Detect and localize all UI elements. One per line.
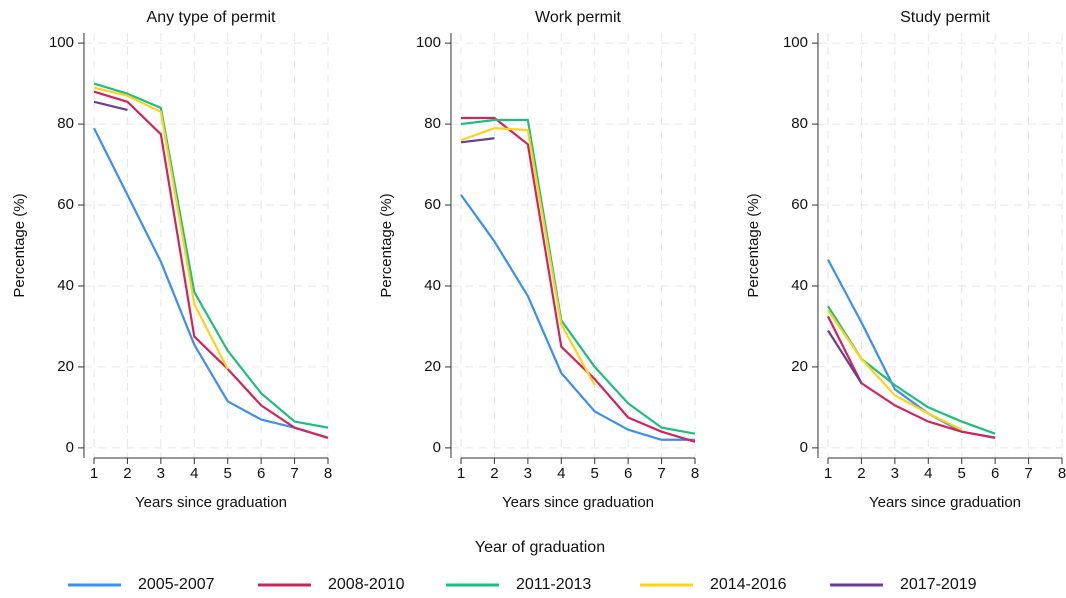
chart-title: Any type of permit: [147, 9, 277, 26]
chart-title: Work permit: [535, 9, 621, 26]
y-tick-label: 20: [57, 358, 74, 375]
series-line: [827, 309, 963, 431]
series-line: [93, 100, 128, 111]
y-tick-label: 0: [66, 439, 74, 456]
y-tick-label: 80: [424, 115, 441, 132]
legend-label: 2014-2016: [710, 576, 787, 593]
x-tick-label: 5: [958, 465, 966, 482]
legend-label: 2005-2007: [138, 576, 215, 593]
y-tick-label: 0: [800, 439, 808, 456]
y-tick-label: 40: [57, 277, 74, 294]
legend-label: 2008-2010: [328, 576, 405, 593]
legend-label: 2017-2019: [900, 576, 977, 593]
x-tick-label: 5: [224, 465, 232, 482]
x-tick-label: 1: [457, 465, 465, 482]
y-tick-label: 80: [791, 115, 808, 132]
x-tick-label: 2: [857, 465, 865, 482]
series-line: [460, 194, 695, 441]
x-tick-label: 4: [924, 465, 932, 482]
y-tick-label: 80: [57, 115, 74, 132]
x-tick-label: 7: [657, 465, 665, 482]
y-tick-label: 0: [433, 439, 441, 456]
x-tick-label: 8: [691, 465, 699, 482]
x-axis-label: Years since graduation: [502, 494, 654, 511]
series-line: [827, 315, 996, 439]
x-tick-label: 8: [1058, 465, 1066, 482]
x-tick-label: 2: [123, 465, 131, 482]
x-tick-label: 3: [157, 465, 165, 482]
x-tick-label: 5: [591, 465, 599, 482]
x-tick-label: 1: [824, 465, 832, 482]
y-tick-label: 60: [424, 196, 441, 213]
chart-title: Study permit: [900, 9, 990, 26]
x-tick-label: 4: [190, 465, 198, 482]
y-axis-label: Percentage (%): [378, 193, 395, 297]
x-tick-label: 2: [490, 465, 498, 482]
x-tick-label: 8: [324, 465, 332, 482]
y-tick-label: 100: [416, 34, 441, 51]
y-tick-label: 60: [57, 196, 74, 213]
x-axis-label: Years since graduation: [135, 494, 287, 511]
series-line: [460, 127, 596, 386]
legend-title: Year of graduation: [475, 539, 605, 556]
x-tick-label: 6: [257, 465, 265, 482]
y-axis-label: Percentage (%): [11, 193, 28, 297]
x-tick-label: 6: [991, 465, 999, 482]
y-tick-label: 40: [791, 277, 808, 294]
y-tick-label: 100: [783, 34, 808, 51]
series-line: [827, 329, 863, 384]
x-tick-label: 1: [90, 465, 98, 482]
x-axis-label: Years since graduation: [869, 494, 1021, 511]
series-line: [93, 86, 229, 370]
y-tick-label: 20: [424, 358, 441, 375]
x-tick-label: 6: [624, 465, 632, 482]
series-line: [460, 118, 696, 435]
legend-label: 2011-2013: [516, 576, 591, 593]
x-tick-label: 3: [891, 465, 899, 482]
y-tick-label: 20: [791, 358, 808, 375]
x-tick-label: 3: [524, 465, 532, 482]
y-tick-label: 60: [791, 196, 808, 213]
series-line: [461, 116, 696, 443]
series-line: [93, 127, 329, 439]
x-tick-label: 7: [1024, 465, 1032, 482]
y-tick-label: 40: [424, 277, 441, 294]
x-tick-label: 4: [557, 465, 565, 482]
y-tick-label: 100: [49, 34, 74, 51]
x-tick-label: 7: [290, 465, 298, 482]
series-line: [460, 137, 495, 144]
series-line: [93, 90, 329, 439]
y-axis-label: Percentage (%): [745, 193, 762, 297]
series-line: [93, 82, 329, 429]
